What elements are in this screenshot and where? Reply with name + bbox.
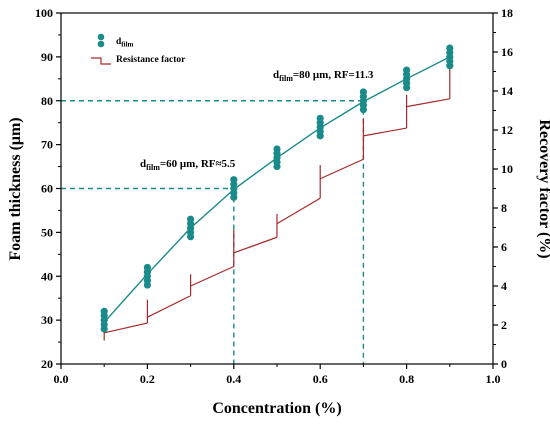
x-tick-label: 0.0: [54, 372, 69, 386]
dfilm-point: [403, 66, 411, 74]
annotation-80um: dfilm=80 μm, RF=11.3: [273, 69, 374, 83]
x-tick-label: 0.4: [226, 372, 241, 386]
y-right-tick-label: 14: [501, 84, 513, 98]
resistance-factor-segment: [233, 236, 278, 254]
ticks: 0.0 0.2 0.4 0.6 0.8 1.0 20 30 40 50 60 70 80 90 100 0 2 4…: [35, 6, 513, 386]
resistance-factor-segment: [276, 197, 321, 225]
dfilm-point: [100, 307, 108, 315]
resistance-factor-segment: [104, 322, 148, 334]
dfilm-point: [446, 44, 454, 52]
legend: dfilm Resistance factor: [91, 33, 186, 65]
y-left-tick-label: 70: [41, 138, 53, 152]
y-right-tick-label: 0: [501, 357, 507, 371]
y-left-tick-label: 80: [41, 94, 53, 108]
y-left-tick-label: 40: [41, 269, 53, 283]
y-left-tick-label: 20: [41, 357, 53, 371]
resistance-factor-segment: [406, 98, 450, 108]
plot-series: [100, 44, 454, 341]
dfilm-point: [316, 114, 324, 122]
y-right-tick-label: 8: [501, 201, 507, 215]
y-right-tick-label: 4: [501, 279, 507, 293]
y-left-tick-label: 50: [41, 225, 53, 239]
y-right-tick-label: 16: [501, 45, 513, 59]
y-right-tick-label: 12: [501, 123, 513, 137]
y-right-tick-label: 10: [501, 162, 513, 176]
dfilm-point: [359, 88, 367, 96]
y-right-axis-title: Recovery factor (%): [536, 119, 550, 258]
x-tick-label: 0.8: [399, 372, 414, 386]
x-tick-label: 0.2: [140, 372, 155, 386]
y-left-axis-title: Foam thickness (μm): [7, 117, 24, 260]
x-axis-title: Concentration (%): [212, 400, 341, 417]
legend-label-resistance-factor: Resistance factor: [116, 55, 186, 65]
dfilm-point: [273, 145, 281, 153]
y-left-tick-label: 60: [41, 182, 53, 196]
reference-lines: [61, 100, 365, 364]
legend-line-resistance-factor: [91, 57, 111, 65]
legend-label-dfilm: dfilm: [116, 37, 134, 49]
dfilm-point: [187, 215, 195, 223]
legend-marker-dfilm: [97, 40, 105, 48]
resistance-factor-segment: [363, 127, 407, 137]
dfilm-point: [143, 263, 151, 272]
resistance-factor-segment: [190, 265, 235, 287]
y-left-tick-label: 30: [41, 313, 53, 327]
legend-marker-dfilm: [97, 33, 105, 41]
dfilm-point: [230, 176, 238, 184]
x-tick-label: 0.6: [313, 372, 328, 386]
annotation-60um: dfilm=60 μm, RF≈5.5: [140, 158, 236, 172]
resistance-factor-segment: [147, 295, 191, 318]
x-tick-label: 1.0: [486, 372, 501, 386]
dfilm-fit-line: [103, 56, 451, 323]
y-right-tick-label: 2: [501, 318, 507, 332]
resistance-factor-segment: [319, 158, 364, 180]
y-left-tick-label: 90: [41, 50, 53, 64]
y-right-tick-label: 18: [501, 6, 513, 20]
y-left-tick-label: 100: [35, 6, 53, 20]
y-right-tick-label: 6: [501, 240, 507, 254]
